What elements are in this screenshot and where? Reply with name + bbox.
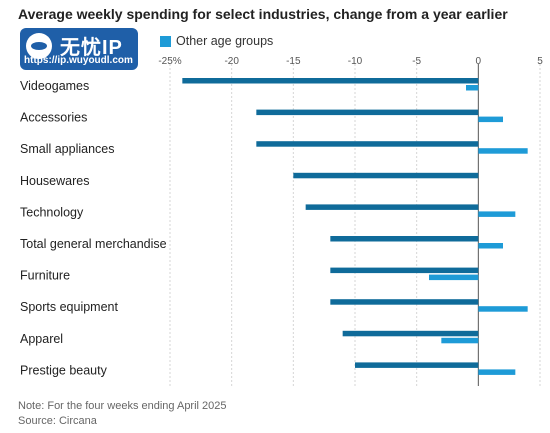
- legend-label-series-2: Other age groups: [176, 34, 274, 48]
- category-label-5: Total general merchandise: [20, 237, 167, 251]
- bar-s1-5: [330, 236, 479, 242]
- watermark-logo-icon: [26, 33, 52, 59]
- x-tick-label-2: -15: [286, 56, 301, 67]
- x-tick-label-3: -10: [348, 56, 363, 67]
- bar-s2-8: [441, 337, 479, 344]
- category-label-4: Technology: [20, 205, 84, 219]
- watermark-url: https://ip.wuyoudl.com: [24, 55, 133, 66]
- chart-source: Source: Circana: [18, 415, 97, 427]
- category-label-7: Sports equipment: [20, 300, 119, 314]
- bar-s2-1: [478, 116, 503, 123]
- x-tick-label-1: -20: [224, 56, 239, 67]
- legend-swatch-series-2: [160, 35, 171, 47]
- bar-s2-5: [478, 243, 503, 249]
- category-label-3: Housewares: [20, 174, 89, 188]
- legend-item-series-2: Other age groups: [160, 34, 273, 48]
- category-label-0: Videogames: [20, 79, 89, 93]
- bar-s1-6: [330, 267, 479, 274]
- category-label-9: Prestige beauty: [20, 363, 108, 377]
- bar-s2-7: [478, 306, 528, 312]
- category-label-6: Furniture: [20, 269, 70, 283]
- x-tick-label-4: -5: [412, 56, 421, 67]
- bar-s1-1: [256, 109, 479, 116]
- bar-s1-2: [256, 141, 479, 147]
- bar-s2-2: [478, 148, 528, 154]
- category-label-8: Apparel: [20, 332, 63, 346]
- bar-s2-9: [478, 369, 516, 375]
- x-tick-label-6: 5: [537, 56, 543, 67]
- category-label-2: Small appliances: [20, 142, 115, 156]
- chart-note: Note: For the four weeks ending April 20…: [18, 400, 227, 412]
- bar-s2-0: [466, 85, 479, 91]
- chart-title: Average weekly spending for select indus…: [18, 6, 508, 22]
- bar-s1-9: [355, 362, 479, 368]
- bar-s2-6: [429, 274, 479, 281]
- bar-s1-7: [330, 299, 479, 305]
- bar-s2-4: [478, 211, 516, 217]
- bar-s1-8: [342, 330, 479, 337]
- watermark: 无忧IP https://ip.wuyoudl.com: [20, 28, 138, 70]
- watermark-title: 无忧IP: [60, 37, 123, 59]
- bar-s1-3: [293, 172, 479, 179]
- x-tick-label-0: -25%: [158, 56, 181, 67]
- category-label-1: Accessories: [20, 111, 87, 125]
- x-tick-label-5: 0: [476, 56, 482, 67]
- bar-s1-4: [305, 204, 479, 210]
- bar-s1-0: [182, 78, 479, 84]
